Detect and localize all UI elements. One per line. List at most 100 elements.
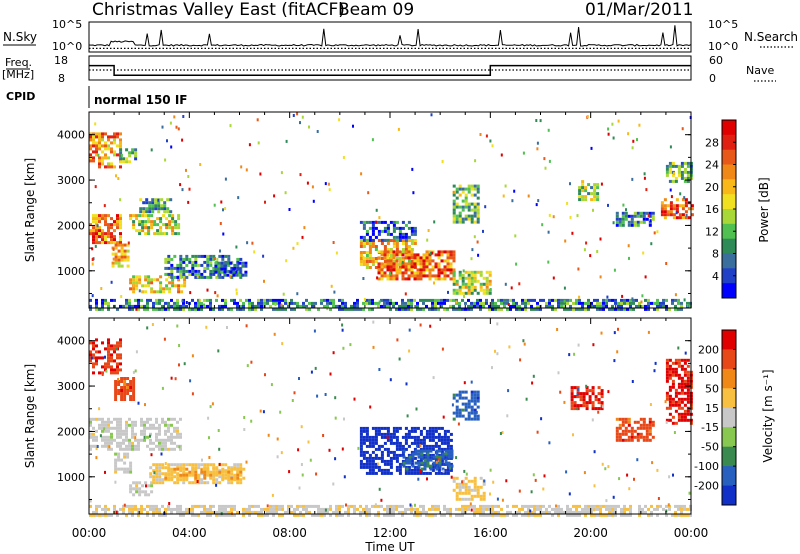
power-cell: [665, 262, 668, 265]
power-cell: [365, 238, 369, 242]
power-cell: [125, 157, 129, 161]
velocity-cell: [533, 507, 536, 511]
power-cell: [458, 285, 462, 289]
velocity-cell: [218, 504, 221, 508]
velocity-cell: [368, 453, 372, 457]
velocity-cell: [110, 353, 113, 357]
velocity-cell: [89, 513, 92, 517]
power-cell: [623, 307, 626, 311]
velocity-cell: [281, 507, 284, 511]
velocity-cell: [671, 370, 675, 374]
velocity-cell: [444, 449, 448, 453]
velocity-cell: [409, 503, 412, 507]
velocity-cell: [96, 445, 99, 448]
velocity-cell: [114, 398, 118, 401]
power-cell: [684, 216, 688, 220]
velocity-cell: [582, 401, 586, 405]
power-cell: [581, 183, 585, 187]
velocity-cell: [633, 429, 637, 433]
velocity-cell: [278, 513, 281, 517]
power-cell: [631, 297, 634, 301]
power-cell: [119, 157, 123, 161]
velocity-cell: [455, 399, 459, 403]
velocity-cell: [368, 456, 372, 460]
power-cell: [434, 298, 437, 302]
power-cell: [386, 277, 390, 281]
velocity-cell: [143, 507, 146, 511]
velocity-cell: [196, 480, 199, 483]
power-cell: [91, 262, 94, 266]
power-cell: [359, 254, 363, 257]
velocity-cell: [197, 481, 201, 485]
power-cell: [365, 232, 369, 236]
velocity-cell: [293, 391, 296, 395]
velocity-cell: [651, 461, 654, 465]
velocity-cell: [542, 510, 545, 514]
power-cell: [617, 304, 620, 308]
velocity-cell: [197, 473, 201, 477]
velocity-cell: [92, 417, 95, 421]
power-cell: [296, 301, 299, 305]
velocity-cell: [170, 417, 173, 421]
velocity-cell: [494, 510, 497, 514]
velocity-cell: [117, 377, 120, 381]
velocity-cell: [524, 510, 527, 514]
power-cell: [404, 256, 408, 260]
power-cell: [422, 262, 426, 266]
power-cell: [151, 204, 155, 208]
power-cell: [119, 141, 122, 145]
velocity-cell: [129, 470, 133, 474]
velocity-cell: [491, 366, 493, 370]
power-cell: [455, 307, 458, 311]
power-cell: [621, 223, 625, 227]
power-cell: [141, 290, 145, 294]
velocity-cell: [581, 507, 584, 511]
power-cell: [503, 298, 506, 302]
velocity-cell: [389, 471, 393, 475]
velocity-cell: [185, 476, 189, 480]
velocity-cell: [132, 386, 136, 389]
power-cell: [159, 217, 163, 221]
power-cell: [622, 203, 625, 207]
velocity-cell: [591, 401, 595, 405]
power-cell: [452, 307, 455, 311]
power-cell: [443, 274, 447, 278]
power-cell: [386, 242, 390, 245]
power-cell: [111, 252, 115, 256]
velocity-cell: [671, 382, 675, 386]
power-cell: [135, 284, 139, 288]
power-cell: [638, 301, 641, 305]
power-cell: [95, 132, 98, 136]
power-cell: [137, 307, 140, 311]
velocity-cell: [119, 441, 122, 445]
power-cell: [164, 266, 168, 270]
power-cell: [626, 298, 629, 302]
velocity-cell: [489, 492, 491, 496]
velocity-cell: [668, 376, 672, 380]
power-cell: [123, 258, 127, 262]
power-cell: [455, 217, 459, 221]
velocity-cell: [647, 330, 650, 334]
velocity-cell: [470, 390, 474, 394]
power-cell: [253, 250, 256, 254]
power-cell: [146, 307, 149, 311]
power-cell: [375, 208, 378, 212]
power-cell: [139, 198, 143, 202]
power-cell: [578, 295, 581, 299]
velocity-cell: [416, 435, 420, 439]
power-cell: [122, 160, 126, 164]
velocity-colorbar-swatch: [722, 349, 736, 370]
power-cell: [175, 125, 178, 129]
velocity-cell: [377, 432, 381, 436]
power-cell: [455, 298, 458, 302]
power-cell: [449, 250, 453, 254]
velocity-cell: [455, 494, 459, 498]
velocity-cell: [113, 350, 116, 354]
velocity-cell: [616, 350, 619, 354]
power-cell: [620, 298, 623, 302]
power-cell: [386, 265, 390, 269]
velocity-cell: [573, 352, 576, 356]
power-cell: [168, 214, 172, 218]
velocity-cell: [116, 344, 119, 348]
power-cell: [203, 269, 207, 273]
